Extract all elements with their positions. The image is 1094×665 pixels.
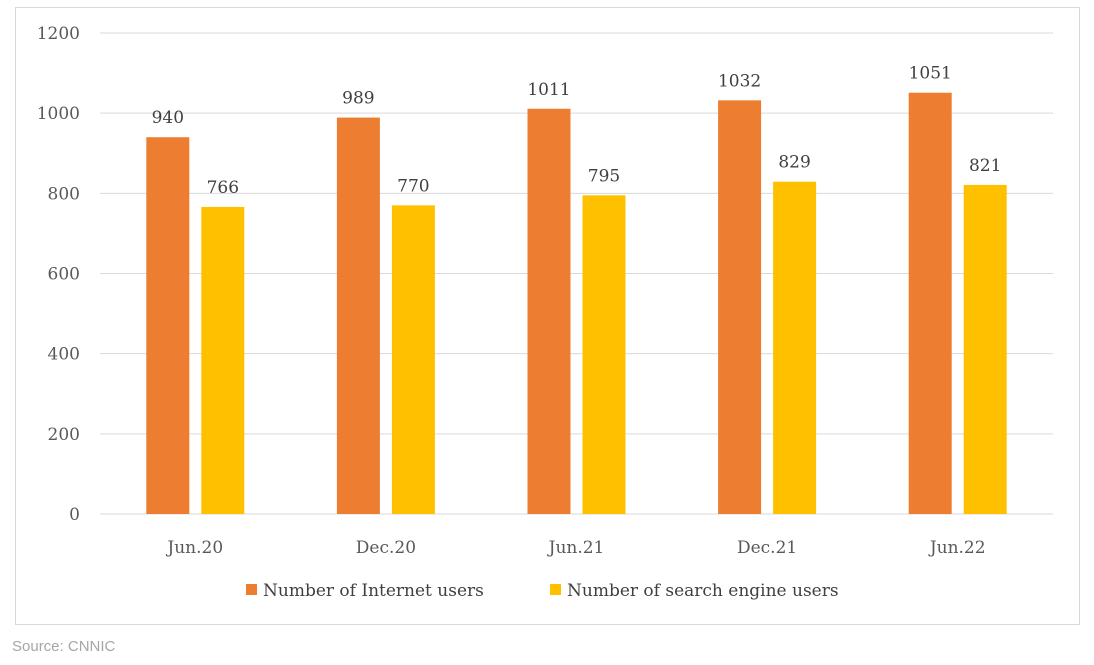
legend-label-1: Number of search engine users (567, 581, 839, 601)
legend-swatch-1 (550, 584, 561, 595)
data-label-Jun.22-s1: 821 (969, 156, 1001, 176)
y-tick-label-200: 200 (48, 425, 80, 445)
y-tick-label-0: 0 (69, 505, 80, 525)
y-tick-label-600: 600 (48, 265, 80, 285)
data-labels: 940 766 989 770 1011 795 1032 829 1051 821 (152, 64, 1002, 198)
bars (146, 92, 1007, 514)
y-tick-label-400: 400 (48, 345, 80, 365)
bar-Dec.21-s1 (773, 181, 817, 514)
y-tick-label-800: 800 (48, 184, 80, 204)
bar-Jun.22-s0 (908, 92, 952, 514)
x-axis-ticks: Jun.20 Dec.20 Jun.21 Dec.21 Jun.22 (165, 538, 985, 558)
bar-Dec.20-s0 (336, 117, 380, 514)
bar-Dec.20-s1 (391, 205, 435, 514)
bar-Jun.21-s1 (582, 195, 626, 514)
y-tick-label-1000: 1000 (37, 104, 80, 124)
data-label-Dec.21-s0: 1032 (718, 71, 761, 91)
x-tick-label-Jun.20: Jun.20 (165, 538, 223, 558)
data-label-Dec.20-s0: 989 (342, 89, 374, 109)
x-tick-label-Jun.21: Jun.21 (547, 538, 605, 558)
data-label-Jun.20-s0: 940 (152, 108, 184, 128)
gridlines (100, 32, 1053, 515)
x-tick-label-Dec.20: Dec.20 (356, 538, 416, 558)
x-tick-label-Jun.22: Jun.22 (928, 538, 986, 558)
bar-Jun.22-s1 (963, 184, 1007, 514)
data-label-Jun.22-s0: 1051 (909, 64, 952, 84)
y-tick-label-1200: 1200 (37, 24, 80, 44)
y-axis-ticks: 0 200 400 600 800 1000 1200 (37, 24, 80, 525)
source-note: Source: CNNIC (12, 638, 116, 655)
legend-swatch-0 (246, 584, 257, 595)
bar-Jun.20-s0 (146, 137, 190, 514)
x-tick-label-Dec.21: Dec.21 (737, 538, 797, 558)
data-label-Jun.21-s1: 795 (588, 166, 620, 186)
bar-Dec.21-s0 (718, 100, 762, 514)
bar-Jun.20-s1 (201, 206, 245, 514)
bar-Jun.21-s0 (527, 108, 571, 514)
data-label-Dec.20-s1: 770 (397, 176, 429, 196)
legend-label-0: Number of Internet users (263, 581, 484, 601)
legend: Number of Internet users Number of search… (246, 581, 839, 601)
data-label-Jun.20-s1: 766 (207, 178, 239, 198)
data-label-Jun.21-s0: 1011 (527, 80, 570, 100)
data-label-Dec.21-s1: 829 (778, 153, 810, 173)
